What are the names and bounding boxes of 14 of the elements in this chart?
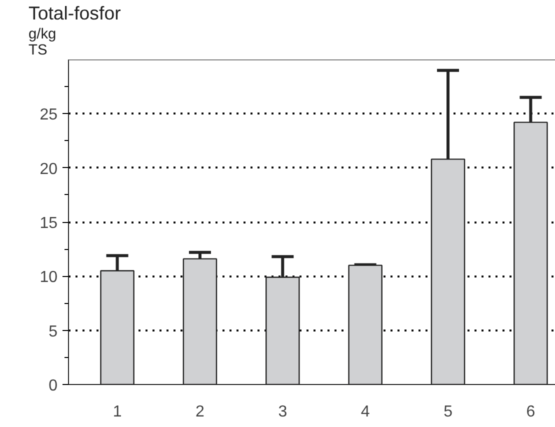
y-tick-label: 5 <box>48 323 58 340</box>
y-axis-title: g/kg TS <box>28 26 56 58</box>
x-tick-label: 4 <box>360 404 370 420</box>
y-tick-label: 25 <box>40 106 58 124</box>
x-tick-label: 5 <box>444 404 453 420</box>
x-tick-label: 2 <box>196 404 205 420</box>
y-tick-label: 20 <box>40 160 58 178</box>
x-tick-label: 6 <box>526 404 536 420</box>
chart-title: Total-fosfor <box>28 2 121 24</box>
y-tick-label: 15 <box>40 215 58 232</box>
x-tick-label: 1 <box>112 404 122 420</box>
y-tick-label: 0 <box>48 378 58 394</box>
x-tick-label: 3 <box>278 404 288 420</box>
y-tick-label: 10 <box>40 269 58 286</box>
